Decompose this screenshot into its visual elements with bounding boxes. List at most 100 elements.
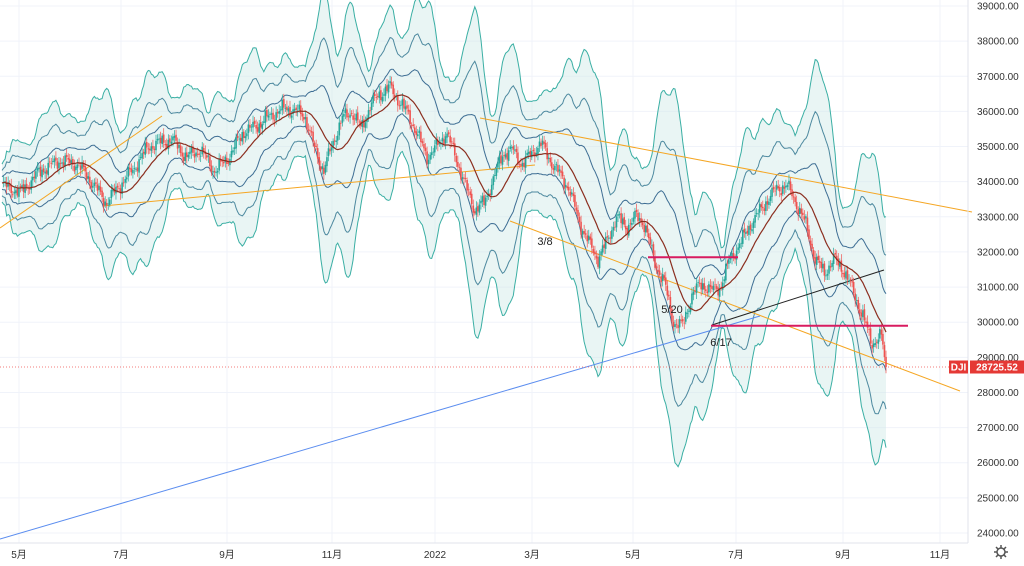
candle-body (458, 166, 461, 168)
candle-body (53, 158, 56, 163)
candle-body (417, 134, 419, 137)
candle-body (13, 191, 16, 194)
candle-body (304, 117, 307, 120)
y-tick-label: 35000.00 (977, 142, 1019, 153)
candle-body (35, 171, 37, 179)
candle-body (167, 139, 170, 149)
candle-body (105, 202, 108, 206)
candle-body (583, 231, 585, 234)
candle-body (176, 141, 179, 149)
candle-body (852, 281, 855, 294)
candle-body (782, 185, 784, 194)
candle-body (164, 143, 167, 146)
candle-body (626, 227, 629, 235)
candle-body (634, 210, 636, 219)
candle-body (178, 144, 180, 148)
candle-body (554, 165, 556, 171)
y-tick-label: 31000.00 (977, 283, 1019, 294)
band-line (1, 113, 887, 371)
candle-body (107, 203, 110, 205)
candle-body (635, 210, 638, 212)
y-tick-label: 37000.00 (977, 72, 1019, 83)
candle-body (319, 166, 322, 171)
candle-body (136, 167, 139, 172)
candle-body (233, 147, 236, 149)
candle-body (748, 226, 750, 235)
candle-body (259, 122, 262, 128)
candle-body (239, 137, 242, 141)
candle-body (589, 236, 592, 240)
candle-body (763, 208, 766, 211)
candle-body (227, 162, 230, 164)
candle-body (147, 148, 150, 150)
last-price-text: 28725.52 (976, 363, 1018, 374)
candle-body (266, 109, 268, 117)
candle-body (224, 156, 227, 163)
candle-body (42, 168, 45, 173)
candle-body (56, 161, 59, 169)
candle-body (717, 287, 719, 296)
y-tick-label: 29000.00 (977, 353, 1019, 364)
settings-icon[interactable] (994, 545, 1008, 559)
candle-body (141, 153, 143, 159)
candle-body (822, 263, 824, 269)
candle-body (567, 186, 570, 191)
candle-body (153, 148, 156, 151)
candle-body (872, 343, 875, 348)
candle-body (706, 291, 709, 293)
candle-body (688, 310, 690, 312)
candle-body (849, 279, 852, 281)
x-tick-label: 5月 (11, 549, 27, 561)
candle-body (752, 221, 755, 228)
candle-body (480, 200, 482, 204)
candle-body (601, 245, 604, 253)
candle-body (541, 140, 544, 145)
candle-body (216, 171, 219, 173)
price-axis[interactable]: 39000.00 38000.00 37000.00 36000.00 35000.00… (967, 0, 1019, 543)
y-tick-label: 39000.00 (977, 2, 1019, 13)
candle-body (842, 273, 844, 275)
candle-body (658, 270, 661, 275)
candle-body (415, 131, 418, 135)
x-tick-label: 7月 (113, 549, 129, 561)
candle-body (18, 187, 20, 197)
candle-body (657, 269, 659, 272)
candle-body (324, 164, 327, 173)
candle-body (837, 258, 840, 266)
candle-body (381, 97, 384, 102)
candle-body (818, 260, 821, 263)
candle-body (398, 105, 401, 107)
candle-body (298, 104, 301, 110)
candle-body (109, 199, 111, 205)
ma-line (1, 94, 887, 333)
candle-body (812, 250, 815, 259)
candle-body (424, 147, 427, 151)
candle-body (404, 106, 407, 110)
candle-body (338, 122, 341, 136)
candle-body (797, 209, 800, 215)
candle-body (162, 134, 165, 143)
candle-body (64, 155, 66, 167)
candle-body (21, 185, 23, 189)
candle-body (566, 186, 569, 189)
candle-body (859, 309, 861, 314)
candle-body (467, 189, 470, 191)
candle-body (709, 284, 712, 288)
candle-body (52, 161, 54, 162)
time-axis[interactable]: 5月 7月 9月 11月 2022 3月 5月 7月 9月 11月 (0, 542, 968, 561)
candle-body (855, 300, 858, 301)
candle-body (369, 110, 371, 112)
candle-body (731, 253, 733, 259)
candle-body (175, 134, 177, 141)
candle-body (349, 114, 351, 118)
candle-body (694, 290, 696, 292)
candle-body (172, 136, 174, 141)
candle-body (814, 257, 816, 264)
candle-body (36, 168, 39, 171)
candle-body (780, 192, 783, 196)
candle-body (406, 105, 408, 109)
candle-body (854, 293, 856, 301)
candle-body (110, 189, 113, 199)
candle-body (725, 263, 727, 281)
